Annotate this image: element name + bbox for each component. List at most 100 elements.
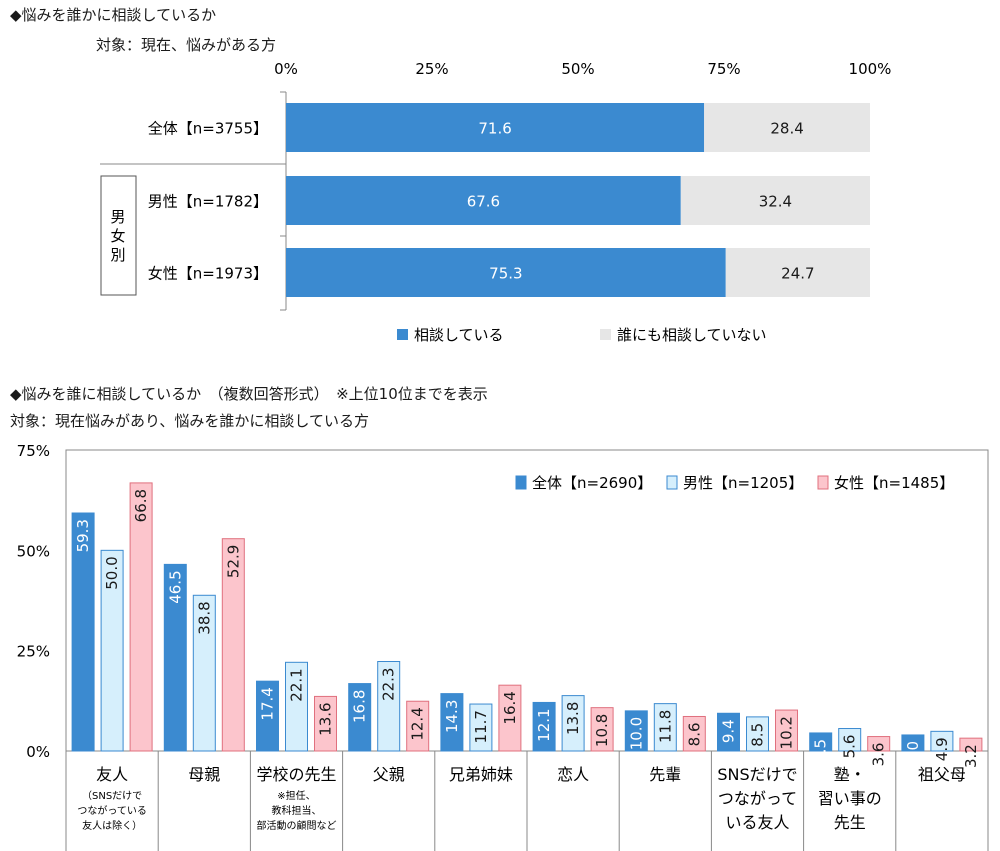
legend-swatch (600, 329, 611, 340)
data-label: 17.4 (259, 687, 277, 720)
data-label: 8.6 (685, 722, 703, 746)
data-label: 3.2 (962, 744, 980, 768)
data-label: 46.5 (166, 570, 184, 603)
data-label: 8.5 (749, 723, 767, 747)
data-label: 11.7 (472, 710, 490, 743)
bar (653, 703, 677, 752)
category-label: いる友人 (725, 813, 789, 832)
data-label: 38.8 (195, 601, 213, 634)
legend-swatch (397, 329, 408, 340)
group-label-char: 別 (110, 246, 125, 264)
data-label: 32.4 (759, 193, 792, 211)
bar (809, 732, 833, 752)
category-note: 教科担当、 (272, 804, 322, 817)
legend-label: 女性【n=1485】 (834, 474, 954, 492)
bar (192, 594, 216, 752)
bar (314, 695, 337, 752)
legend-label: 全体【n=2690】 (532, 474, 652, 492)
category-label: 友人 (96, 765, 128, 784)
data-label: 52.9 (224, 545, 242, 578)
bar (406, 700, 430, 752)
bar (532, 701, 556, 752)
bar-segment (725, 248, 870, 297)
bar (775, 709, 798, 752)
bar (624, 710, 648, 752)
data-label: 75.3 (489, 265, 522, 283)
bottom-target: 対象：現在悩みがあり、悩みを誰かに相談している方 (10, 412, 369, 430)
plot-area (65, 449, 989, 752)
bar (901, 734, 925, 752)
group-label-box (100, 175, 137, 296)
bar (285, 661, 308, 752)
legend-swatch (666, 475, 678, 490)
bar (129, 482, 153, 752)
y-tick-label: 50% (17, 542, 50, 560)
x-tick-label: 100% (849, 60, 892, 78)
bar (256, 680, 279, 752)
category-note: 友人は除く） (82, 819, 142, 832)
data-label: 22.1 (288, 668, 306, 701)
bar (71, 512, 95, 752)
bar (867, 736, 891, 752)
data-label: 66.8 (132, 489, 150, 522)
category-label: 学校の先生 (256, 765, 336, 784)
bar (746, 716, 769, 752)
bar (440, 693, 464, 752)
data-label: 10.8 (593, 714, 611, 747)
x-tick-label: 25% (415, 60, 448, 78)
category-label: つながって (718, 789, 797, 808)
category-label: 男性【n=1782】 (148, 193, 268, 211)
bottom-heading: ◆悩みを誰に相談しているか （複数回答形式） ※上位10位までを表示 (10, 385, 488, 403)
data-label: 28.4 (770, 120, 803, 138)
category-label: 習い事の (818, 789, 882, 808)
bar (163, 563, 187, 752)
category-label: 先生 (834, 813, 866, 832)
data-label: 13.6 (317, 702, 335, 735)
bar (221, 538, 245, 752)
category-label: 兄弟姉妹 (449, 765, 513, 784)
data-label: 13.8 (564, 702, 582, 735)
data-label: 67.6 (467, 193, 500, 211)
data-label: 16.4 (501, 691, 519, 724)
x-tick-label: 0% (274, 60, 298, 78)
data-label: 3.6 (870, 743, 888, 767)
bar (959, 737, 983, 752)
category-label: 母親 (188, 765, 220, 784)
category-label: 塾・ (834, 765, 866, 784)
data-label: 4.5 (812, 739, 830, 763)
bar (561, 695, 585, 752)
category-label: 先輩 (649, 765, 681, 784)
data-label: 71.6 (478, 120, 511, 138)
data-label: 10.0 (627, 717, 645, 750)
y-tick-label: 0% (26, 743, 50, 761)
legend-swatch (515, 475, 527, 490)
category-note: 部活動の顧問など (257, 819, 337, 832)
category-label: 祖父母 (918, 765, 966, 784)
bar (348, 683, 372, 752)
grouped-bar-chart: 0% 25% 50% 75% 59.3 50.0 66.8 友人 46.5 38.8 52.9 母親 1… (17, 442, 989, 851)
bar-segment (286, 103, 705, 152)
bar (469, 703, 493, 752)
legend-label: 相談している (414, 326, 504, 344)
category-label: 父親 (373, 765, 405, 784)
data-label: 12.1 (535, 708, 553, 741)
data-label: 12.4 (409, 707, 427, 740)
bar (100, 549, 124, 752)
bar-segment (704, 103, 870, 152)
data-label: 50.0 (103, 556, 121, 589)
data-label: 14.3 (443, 700, 461, 733)
legend-swatch (817, 475, 829, 490)
bar (498, 684, 522, 752)
group-label-char: 男 (110, 208, 125, 226)
bar-segment (286, 176, 681, 225)
x-tick-label: 75% (707, 60, 740, 78)
category-label: 全体【n=3755】 (148, 120, 268, 138)
category-note: つながっている (77, 804, 147, 817)
bar (717, 712, 740, 752)
stacked-bar-chart: 0% 25% 50% 75% 100% 男女別 全体【n=3755】 71.6 28.4 男性【n… (100, 60, 891, 344)
data-label: 10.2 (778, 716, 796, 749)
category-label: 恋人 (557, 765, 589, 784)
bar (377, 661, 401, 752)
data-label: 24.7 (781, 265, 814, 283)
